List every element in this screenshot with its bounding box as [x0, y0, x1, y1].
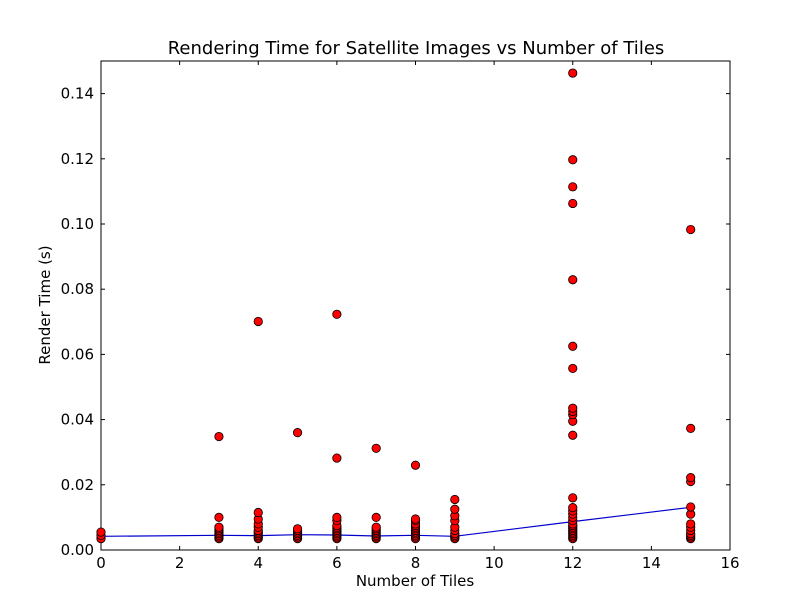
data-point — [371, 522, 381, 532]
data-point — [96, 527, 106, 537]
x-tick-label: 14 — [642, 554, 661, 572]
data-point — [214, 512, 224, 523]
data-point — [371, 512, 381, 523]
x-tick-label: 4 — [253, 554, 263, 572]
x-tick-label: 12 — [563, 554, 582, 572]
data-point — [568, 275, 578, 285]
median-line — [100, 506, 691, 537]
data-point — [686, 519, 696, 529]
x-tick-label: 8 — [411, 554, 421, 572]
y-tick-label: 0.00 — [61, 541, 94, 559]
data-point — [450, 494, 460, 505]
data-point — [568, 503, 578, 513]
x-tick-labels: 0 2 4 6 8 10 12 14 16 — [96, 554, 739, 572]
data-point — [568, 198, 578, 209]
data-point — [568, 430, 578, 440]
data-point — [214, 431, 224, 442]
data-point — [253, 507, 263, 518]
data-point — [253, 316, 263, 327]
x-tick-label: 0 — [96, 554, 106, 572]
data-point — [568, 68, 578, 78]
y-tick-label: 0.06 — [61, 345, 94, 363]
data-point — [568, 363, 578, 374]
plot-area — [100, 60, 731, 551]
data-point — [686, 423, 696, 434]
data-point — [410, 460, 421, 470]
data-point — [686, 473, 696, 483]
data-point — [568, 155, 578, 165]
data-point — [450, 504, 460, 514]
y-axis-title: Render Time (s) — [36, 245, 54, 364]
data-point — [332, 453, 342, 463]
data-point — [568, 403, 578, 413]
x-axis-title: Number of Tiles — [356, 572, 475, 590]
x-tick-label: 2 — [175, 554, 185, 572]
data-point — [686, 502, 696, 512]
y-tick-label: 0.12 — [61, 150, 94, 168]
x-tick-label: 16 — [720, 554, 739, 572]
y-tick-labels: 0.00 0.02 0.04 0.06 0.08 0.10 0.12 0.14 — [61, 85, 94, 559]
data-marks — [96, 68, 696, 544]
data-point — [332, 512, 342, 523]
y-tick-label: 0.02 — [61, 476, 94, 494]
data-point — [332, 309, 342, 319]
data-point — [371, 443, 381, 453]
data-point — [568, 493, 578, 503]
data-point — [686, 224, 696, 235]
chart-title: Rendering Time for Satellite Images vs N… — [168, 38, 665, 59]
y-tick-label: 0.08 — [61, 280, 94, 298]
x-tick-label: 10 — [485, 554, 504, 572]
data-point — [292, 428, 303, 438]
data-point — [214, 522, 224, 532]
data-point — [292, 524, 303, 534]
data-point — [568, 182, 578, 192]
data-point — [568, 341, 578, 351]
y-tick-label: 0.04 — [61, 411, 94, 429]
tick-marks — [100, 61, 731, 551]
data-point — [410, 514, 421, 524]
y-tick-label: 0.14 — [61, 85, 94, 103]
x-tick-label: 6 — [332, 554, 342, 572]
y-tick-label: 0.10 — [61, 215, 94, 233]
